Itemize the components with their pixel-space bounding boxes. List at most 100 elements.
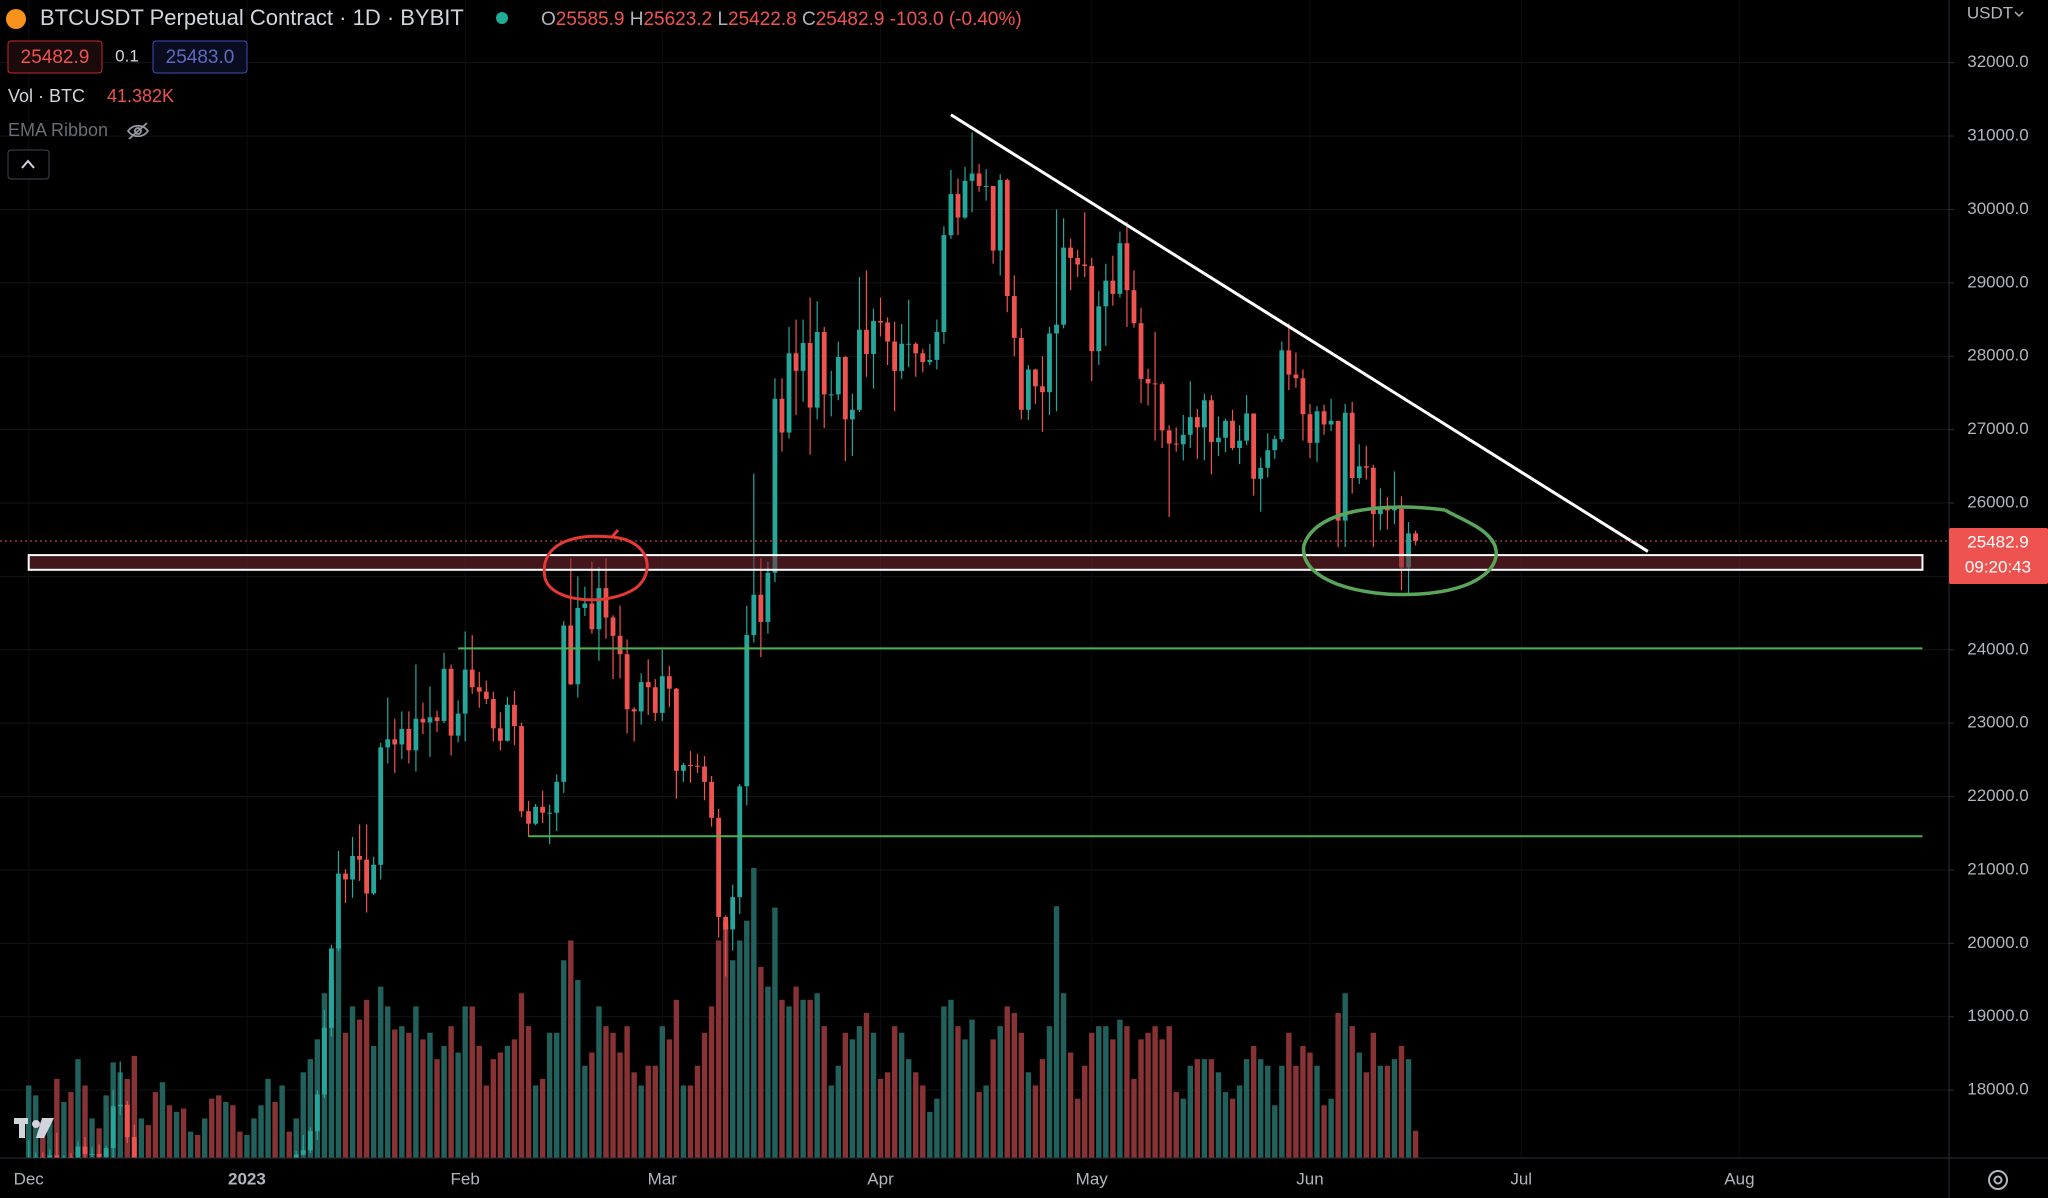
volume-bar bbox=[715, 940, 722, 1158]
candle-body bbox=[934, 332, 940, 360]
volume-bar bbox=[962, 1039, 968, 1158]
volume-bar bbox=[884, 1072, 891, 1158]
candle-body bbox=[462, 669, 468, 714]
volume-bar bbox=[75, 1059, 81, 1158]
candle-body bbox=[54, 1155, 60, 1158]
volume-bar bbox=[448, 1026, 454, 1158]
currency-dropdown[interactable] bbox=[2014, 11, 2024, 18]
candle-body bbox=[1293, 374, 1299, 379]
volume-bar bbox=[455, 1052, 461, 1158]
candle-body bbox=[293, 1154, 299, 1158]
volume-bar bbox=[497, 1052, 504, 1158]
y-tick-label: 32000.0 bbox=[1967, 52, 2028, 71]
volume-bar bbox=[1011, 1013, 1017, 1158]
volume-bar bbox=[898, 1032, 905, 1158]
candle-body bbox=[849, 409, 855, 420]
candle-body bbox=[329, 948, 334, 1028]
volume-bar bbox=[546, 1032, 553, 1158]
candle-body bbox=[955, 194, 961, 218]
volume-bar bbox=[659, 1026, 665, 1158]
volume-bar bbox=[828, 1085, 834, 1158]
volume-bar bbox=[554, 1032, 560, 1158]
candle-body bbox=[1054, 324, 1059, 334]
candle-body bbox=[512, 704, 517, 727]
candle-body bbox=[1244, 413, 1250, 441]
candle-body bbox=[709, 781, 714, 818]
volume-bar bbox=[1363, 1072, 1369, 1158]
volume-bar bbox=[258, 1105, 264, 1158]
candle-body bbox=[378, 747, 384, 865]
candle-body bbox=[47, 1155, 53, 1158]
volume-bar bbox=[927, 1111, 933, 1158]
tradingview-logo bbox=[14, 1118, 54, 1138]
collapse-icon[interactable] bbox=[21, 159, 35, 169]
candle-body bbox=[1047, 333, 1052, 393]
volume-bar bbox=[772, 907, 778, 1158]
candle-body bbox=[1377, 507, 1383, 515]
currency-label[interactable]: USDT bbox=[1967, 3, 2013, 22]
volume-bar bbox=[793, 986, 799, 1158]
candle-body bbox=[920, 353, 926, 363]
candle-body bbox=[505, 704, 510, 741]
candle-body bbox=[1089, 265, 1095, 352]
candle-body bbox=[659, 676, 665, 713]
volume-bar bbox=[1194, 1059, 1201, 1158]
candle-body bbox=[131, 1137, 137, 1158]
buy-button[interactable] bbox=[152, 40, 248, 74]
hidden-icon[interactable] bbox=[126, 122, 150, 140]
volume-bar bbox=[596, 1006, 602, 1158]
volume-bar bbox=[1039, 1059, 1046, 1158]
volume-bar bbox=[737, 940, 743, 1158]
candle-body bbox=[1321, 411, 1327, 425]
sell-price[interactable]: 25482.9 bbox=[21, 47, 90, 68]
candle-body bbox=[913, 343, 919, 354]
volume-bar bbox=[145, 1125, 152, 1158]
candle-body bbox=[814, 332, 820, 408]
volume-bar bbox=[244, 1134, 250, 1158]
candle-body bbox=[744, 635, 750, 787]
candle-body bbox=[800, 343, 806, 371]
x-tick-label: Aug bbox=[1724, 1169, 1754, 1188]
volume-bar bbox=[1307, 1052, 1313, 1158]
collapse-button[interactable] bbox=[7, 149, 50, 180]
candle-body bbox=[1223, 420, 1228, 438]
order-size[interactable]: 0.1 bbox=[115, 46, 139, 65]
candle-body bbox=[1159, 384, 1165, 431]
candle-body bbox=[40, 1156, 46, 1158]
volume-bar bbox=[1384, 1065, 1391, 1158]
volume-bar bbox=[103, 1095, 109, 1158]
candle-body bbox=[871, 321, 876, 355]
candle-body bbox=[716, 817, 722, 917]
volume-bar bbox=[1243, 1059, 1250, 1158]
volume-bar bbox=[631, 1072, 637, 1158]
candle-body bbox=[821, 332, 827, 395]
sell-button[interactable] bbox=[7, 40, 103, 74]
volume-bar bbox=[61, 1101, 67, 1158]
volume-bar bbox=[1103, 1026, 1109, 1158]
volume-bar bbox=[349, 1006, 356, 1158]
candle-body bbox=[1004, 180, 1010, 297]
candle-body bbox=[857, 329, 862, 410]
settings-icon[interactable] bbox=[1988, 1170, 2008, 1190]
volume-bar bbox=[96, 1128, 102, 1158]
y-tick-label: 21000.0 bbox=[1967, 859, 2028, 878]
candle-body bbox=[1096, 306, 1102, 352]
volume-bar bbox=[1074, 1098, 1081, 1158]
candle-body bbox=[1138, 323, 1144, 379]
buy-price[interactable]: 25483.0 bbox=[166, 47, 235, 68]
volume-bar bbox=[1293, 1065, 1299, 1158]
candle-body bbox=[1258, 467, 1264, 479]
candle-body bbox=[596, 588, 602, 630]
candle-body bbox=[1033, 369, 1038, 387]
volume-bar bbox=[342, 1032, 349, 1158]
candle-body bbox=[765, 572, 771, 622]
candle-body bbox=[737, 786, 743, 898]
volume-bar bbox=[1405, 1059, 1412, 1158]
volume-bar bbox=[47, 1118, 53, 1158]
candle-body bbox=[610, 617, 616, 636]
volume-bar bbox=[765, 986, 771, 1158]
volume-bar bbox=[434, 1059, 440, 1158]
candle-body bbox=[1061, 247, 1066, 325]
candle-body bbox=[1209, 400, 1214, 443]
